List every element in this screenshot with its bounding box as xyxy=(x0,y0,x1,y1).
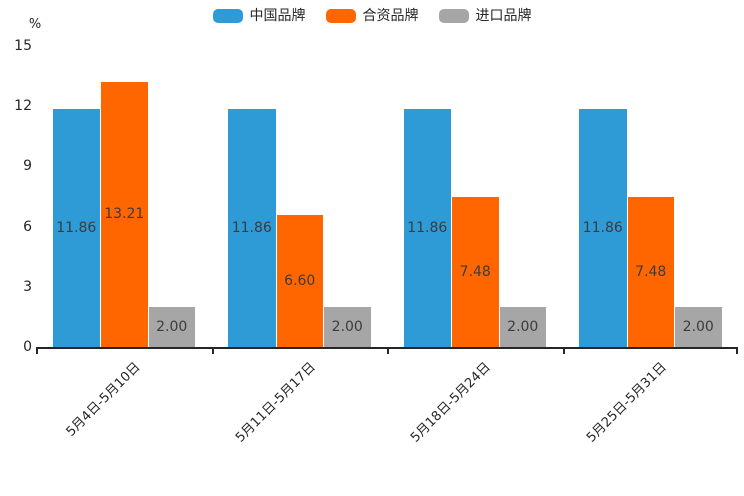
legend-swatch-icon xyxy=(325,9,356,23)
bar-中国品牌: 11.86 xyxy=(228,109,276,347)
legend-item-1: 合资品牌 xyxy=(325,7,419,25)
legend-item-2: 进口品牌 xyxy=(438,7,532,25)
bar-group-2: 11.86 7.48 2.00 xyxy=(387,46,563,347)
legend-label: 合资品牌 xyxy=(362,8,419,24)
x-axis-category-text: 5月11日-5月17日 xyxy=(232,359,319,446)
y-axis-tick-label: 0 xyxy=(23,339,32,355)
legend-item-0: 中国品牌 xyxy=(212,7,306,25)
x-axis-tick-mark xyxy=(562,349,565,354)
bar-合资品牌: 13.21 xyxy=(100,81,148,347)
bar-value-label: 7.48 xyxy=(459,263,491,280)
x-axis-tick-mark xyxy=(211,349,214,354)
bar-中国品牌: 11.86 xyxy=(52,109,100,347)
bar-进口品牌: 2.00 xyxy=(147,306,195,347)
bar-value-label: 11.86 xyxy=(407,220,448,237)
plot-area: 11.86 13.21 2.00 11.86 6.60 2.00 11.86 7.48 2.00… xyxy=(36,46,739,354)
legend-label: 中国品牌 xyxy=(249,8,306,24)
bar-value-label: 2.00 xyxy=(682,318,714,335)
chart-legend: 中国品牌 合资品牌 进口品牌 xyxy=(0,7,744,25)
y-axis-tick-label: 12 xyxy=(14,98,32,115)
legend-swatch-icon xyxy=(438,9,469,23)
y-axis-unit-label: % xyxy=(28,17,42,32)
bar-进口品牌: 2.00 xyxy=(674,306,722,347)
bar-合资品牌: 7.48 xyxy=(451,196,499,347)
bar-value-label: 11.86 xyxy=(582,220,623,237)
bar-进口品牌: 2.00 xyxy=(323,306,371,347)
legend-swatch-icon xyxy=(212,9,243,23)
bar-group-1: 11.86 6.60 2.00 xyxy=(212,46,388,347)
x-axis-category-text: 5月4日-5月10日 xyxy=(63,359,144,440)
bar-value-label: 11.86 xyxy=(56,220,97,237)
bar-value-label: 2.00 xyxy=(156,318,188,335)
bar-value-label: 2.00 xyxy=(507,318,539,335)
bar-value-label: 13.21 xyxy=(104,206,145,223)
x-axis-tick-mark xyxy=(36,349,38,354)
legend-label: 进口品牌 xyxy=(475,8,532,24)
bar-合资品牌: 7.48 xyxy=(626,196,674,347)
bar-中国品牌: 11.86 xyxy=(579,109,627,347)
y-axis-tick-label: 6 xyxy=(23,218,32,235)
bar-group-3: 11.86 7.48 2.00 xyxy=(563,46,739,347)
bar-中国品牌: 11.86 xyxy=(403,109,451,347)
x-axis-category-text: 5月25日-5月31日 xyxy=(583,359,670,446)
y-axis-tick-label: 3 xyxy=(23,278,32,295)
bar-group-0: 11.86 13.21 2.00 xyxy=(36,46,212,347)
bar-value-label: 7.48 xyxy=(635,263,667,280)
bar-value-label: 2.00 xyxy=(331,318,363,335)
x-axis-category-text: 5月18日-5月24日 xyxy=(408,359,495,446)
x-axis-tick-mark xyxy=(736,349,738,354)
y-axis-tick-label: 9 xyxy=(23,158,32,175)
bar-进口品牌: 2.00 xyxy=(498,306,546,347)
bar-value-label: 6.60 xyxy=(284,272,316,289)
x-axis-tick-mark xyxy=(387,349,389,354)
y-axis-tick-label: 15 xyxy=(14,38,32,54)
bar-合资品牌: 6.60 xyxy=(275,214,323,347)
bar-value-label: 11.86 xyxy=(231,220,272,237)
